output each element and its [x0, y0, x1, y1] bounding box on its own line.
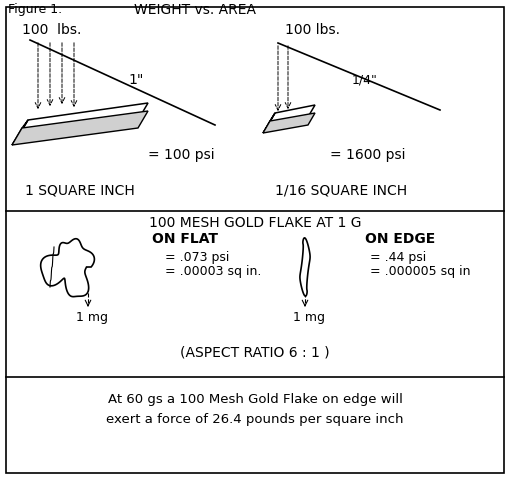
- Text: = .44 psi: = .44 psi: [370, 250, 426, 263]
- Text: = .00003 sq in.: = .00003 sq in.: [165, 264, 261, 278]
- Text: = .073 psi: = .073 psi: [165, 250, 229, 263]
- Text: Figure 1.: Figure 1.: [8, 3, 62, 16]
- Polygon shape: [300, 238, 310, 296]
- Text: 1 mg: 1 mg: [76, 310, 108, 324]
- Polygon shape: [18, 103, 148, 137]
- Text: 100  lbs.: 100 lbs.: [22, 23, 81, 37]
- Polygon shape: [268, 105, 315, 125]
- Text: At 60 gs a 100 Mesh Gold Flake on edge will: At 60 gs a 100 Mesh Gold Flake on edge w…: [107, 393, 403, 405]
- Text: 100 lbs.: 100 lbs.: [285, 23, 340, 37]
- Polygon shape: [263, 113, 275, 133]
- Text: = .000005 sq in: = .000005 sq in: [370, 264, 471, 278]
- Polygon shape: [41, 239, 95, 297]
- Text: 1": 1": [128, 73, 144, 87]
- Text: 1 SQUARE INCH: 1 SQUARE INCH: [25, 183, 135, 197]
- Polygon shape: [263, 113, 315, 133]
- Text: = 100 psi: = 100 psi: [148, 148, 215, 162]
- Text: ON EDGE: ON EDGE: [365, 232, 435, 246]
- Text: WEIGHT vs. AREA: WEIGHT vs. AREA: [134, 3, 256, 17]
- Polygon shape: [12, 120, 28, 145]
- Text: exert a force of 26.4 pounds per square inch: exert a force of 26.4 pounds per square …: [106, 412, 404, 426]
- Text: = 1600 psi: = 1600 psi: [330, 148, 406, 162]
- Text: 1/4": 1/4": [352, 73, 378, 87]
- Text: 1/16 SQUARE INCH: 1/16 SQUARE INCH: [275, 183, 407, 197]
- Text: 100 MESH GOLD FLAKE AT 1 G: 100 MESH GOLD FLAKE AT 1 G: [149, 216, 361, 230]
- Text: ON FLAT: ON FLAT: [152, 232, 218, 246]
- Text: 1 mg: 1 mg: [293, 310, 325, 324]
- Polygon shape: [12, 111, 148, 145]
- Text: (ASPECT RATIO 6 : 1 ): (ASPECT RATIO 6 : 1 ): [180, 346, 330, 360]
